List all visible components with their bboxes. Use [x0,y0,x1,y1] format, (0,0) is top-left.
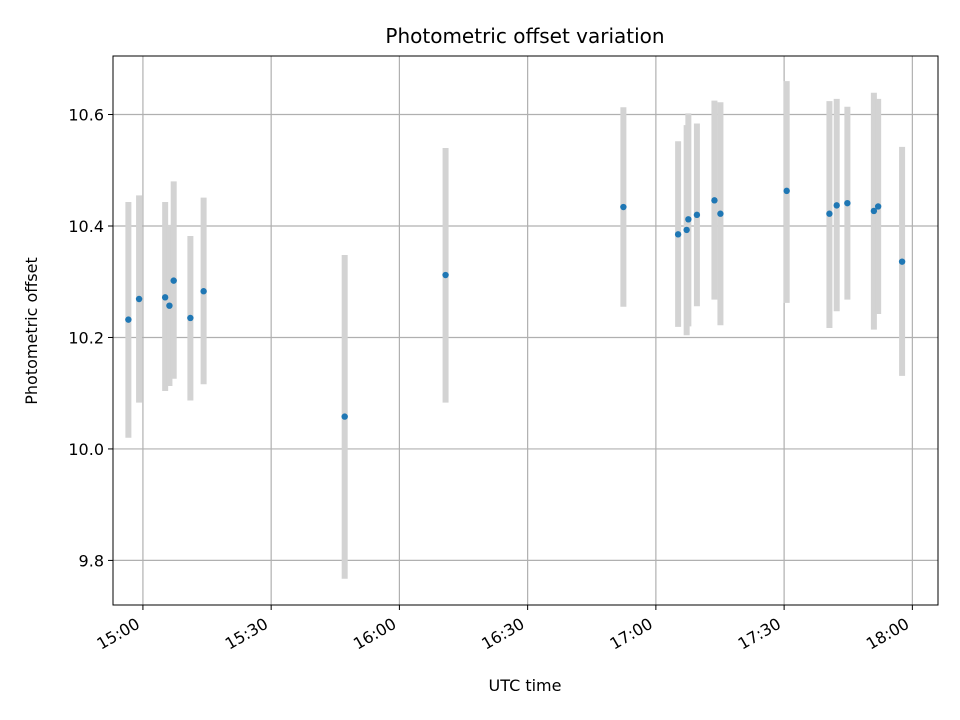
y-tick-label: 10.0 [68,440,104,459]
y-tick-label: 10.2 [68,328,104,347]
data-point [711,197,718,204]
x-axis-label: UTC time [489,676,562,695]
data-point [683,226,690,234]
data-point [844,199,851,207]
data-point [161,294,169,301]
data-point [187,314,194,322]
data-point [870,207,878,215]
data-point [783,187,790,195]
data-point [874,203,882,210]
data-points [125,187,906,420]
data-point [898,258,906,265]
data-point [135,295,143,303]
data-point [693,211,701,219]
data-point [833,202,840,209]
data-point [166,302,173,309]
data-point [341,413,348,420]
y-tick-label: 10.4 [68,217,104,236]
data-point [200,288,207,295]
chart-title: Photometric offset variation [385,24,664,48]
data-point [442,271,449,279]
data-point [674,231,682,238]
data-point [125,316,132,323]
data-point [620,203,627,211]
data-point [826,210,833,217]
data-point [685,216,692,223]
y-tick-label: 10.6 [68,106,104,125]
data-point [170,277,177,284]
plot-frame [112,55,939,606]
y-axis-label: Photometric offset [22,257,41,405]
data-point [717,210,724,217]
y-tick-label: 9.8 [79,551,104,570]
